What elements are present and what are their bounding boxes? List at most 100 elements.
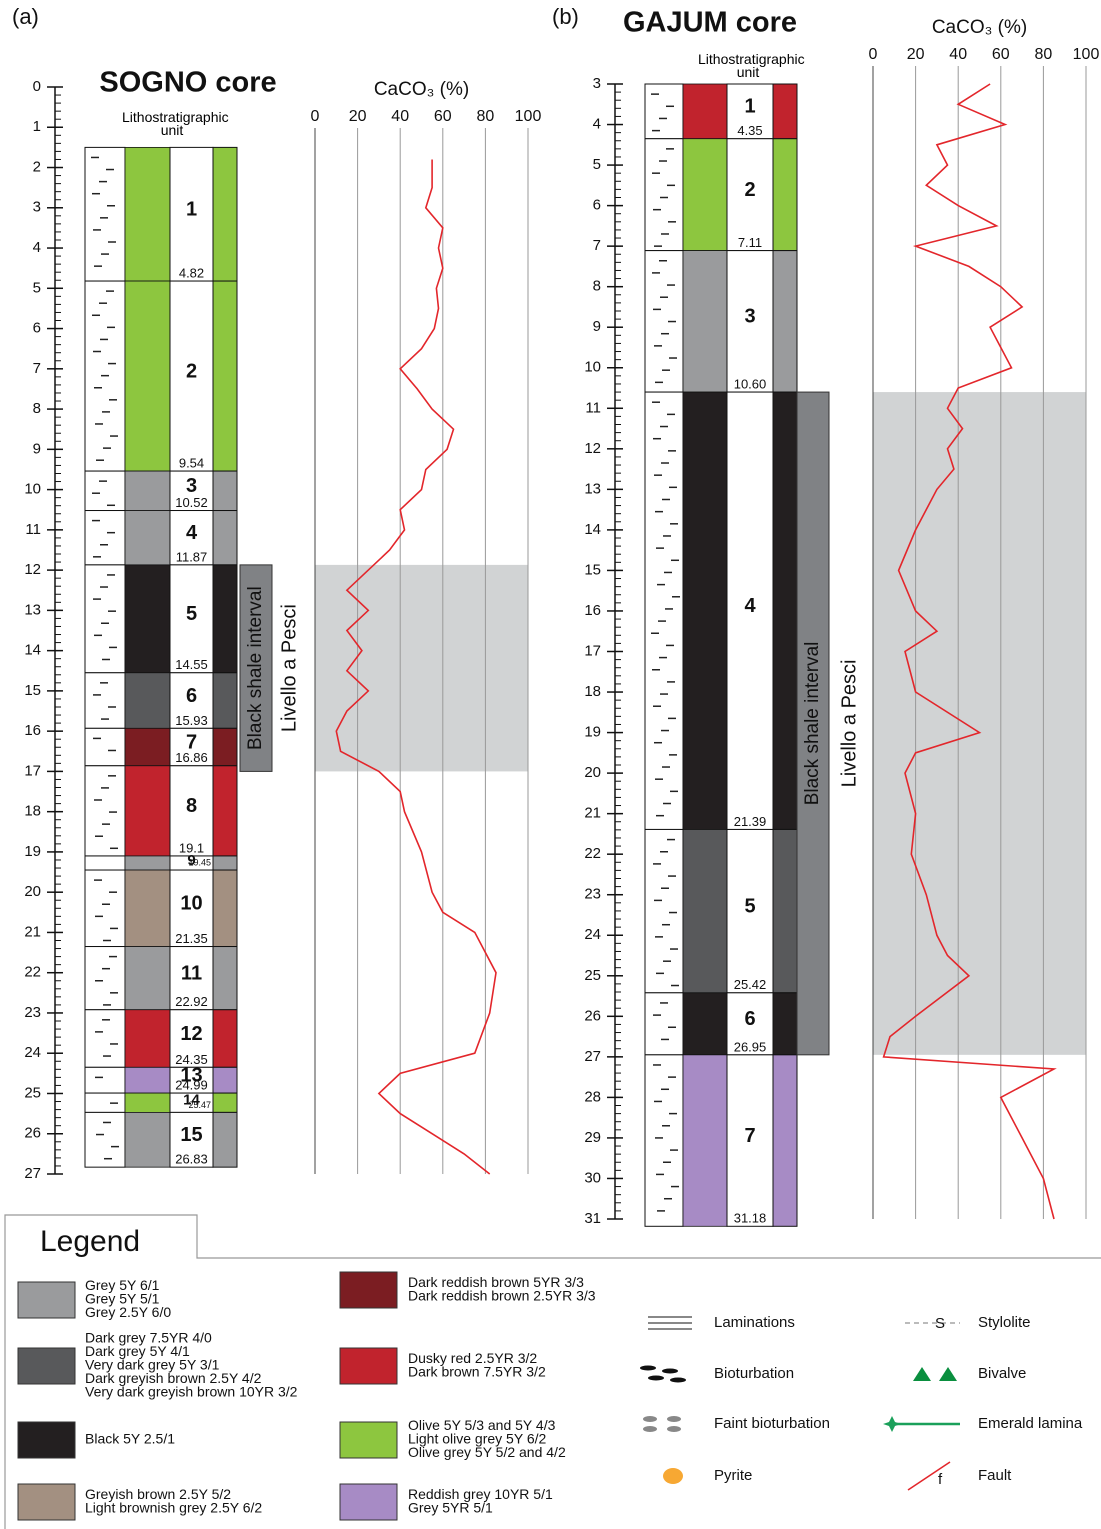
unit-bottom-depth: 26.83 — [175, 1152, 208, 1167]
unit-bottom-depth: 14.55 — [175, 657, 208, 672]
x-tick-label: 100 — [1073, 46, 1100, 63]
unit-cell — [169, 1009, 214, 1068]
unit-strip — [212, 280, 238, 472]
legend-icon — [643, 1426, 657, 1432]
unit-lithology — [84, 869, 126, 948]
unit-bottom-depth: 25.47 — [188, 1100, 211, 1110]
legend-icon — [907, 1461, 951, 1491]
x-tick-label: 80 — [477, 108, 495, 125]
unit-cell — [169, 727, 214, 767]
unit-strip — [772, 828, 798, 994]
unit-cell — [169, 946, 214, 1011]
legend-symbol-label: Fault — [978, 1467, 1012, 1484]
legend-swatch — [339, 1271, 398, 1309]
depth-label: 12 — [24, 561, 41, 578]
x-tick-label: 60 — [992, 46, 1010, 63]
legend-swatch-text: Grey 5Y 5/1 — [85, 1291, 160, 1307]
unit-strip — [772, 391, 798, 830]
legend-swatch-text: Dark reddish brown 2.5YR 3/3 — [408, 1287, 596, 1303]
depth-label: 15 — [584, 561, 601, 578]
x-tick-label: 20 — [349, 108, 367, 125]
x-tick-label: 40 — [949, 46, 967, 63]
unit-name: 2 — [186, 360, 197, 382]
depth-label: 27 — [584, 1048, 601, 1065]
depth-label: 13 — [24, 601, 41, 618]
unit-name: 4 — [744, 595, 756, 617]
unit-colour — [682, 992, 728, 1056]
legend-swatch-text: Very dark grey 5Y 3/1 — [85, 1357, 220, 1373]
black-shale-box — [796, 391, 830, 1056]
unit-colour — [124, 1092, 171, 1113]
x-tick-label: 40 — [391, 108, 409, 125]
unit-name: 1 — [744, 96, 755, 118]
unit-bottom-depth: 11.87 — [176, 549, 208, 564]
depth-label: 4 — [593, 116, 601, 133]
legend-swatch-text: Dark reddish brown 5YR 3/3 — [408, 1274, 584, 1290]
unit-strip — [212, 946, 238, 1011]
legend-swatch-text: Grey 5Y 6/1 — [85, 1277, 160, 1293]
depth-label: 31 — [584, 1210, 601, 1227]
unit-strip — [212, 1092, 238, 1113]
legend-symbol-label: Emerald lamina — [978, 1415, 1083, 1432]
depth-label: 14 — [584, 521, 601, 538]
legend-icon-text: S — [935, 1315, 945, 1332]
unit-name: 10 — [180, 893, 202, 915]
legend-symbol-label: Laminations — [714, 1314, 795, 1331]
unit-lithology — [84, 564, 126, 674]
depth-label: 17 — [584, 642, 601, 659]
unit-strip — [212, 855, 238, 871]
depth-label: 7 — [33, 360, 41, 377]
unit-strip — [772, 83, 798, 140]
unit-colour — [682, 1054, 728, 1227]
unit-header-box: Lithostratigraphic unit — [698, 53, 805, 80]
unit-colour — [124, 855, 171, 871]
unit-strip — [212, 869, 238, 948]
unit-name: 1 — [186, 199, 197, 221]
core-title: GAJUM core — [623, 7, 797, 39]
legend-icon — [662, 1368, 678, 1374]
unit-colour — [682, 829, 728, 994]
legend-icon — [913, 1367, 931, 1381]
depth-label: 18 — [584, 683, 601, 700]
unit-bottom-depth: 7.11 — [738, 235, 762, 250]
livello-label: Livello a Pesci — [278, 604, 300, 732]
legend-icon — [670, 1377, 686, 1383]
legend-swatch-text: Greyish brown 2.5Y 5/2 — [85, 1486, 231, 1502]
chart-title: CaCO₃ (%) — [932, 17, 1027, 38]
depth-label: 30 — [584, 1169, 601, 1186]
unit-colour — [124, 280, 171, 472]
legend-title: Legend — [40, 1225, 140, 1258]
legend-swatch — [339, 1483, 398, 1521]
unit-bottom-depth: 21.35 — [175, 931, 208, 946]
unit-colour — [124, 510, 171, 566]
unit-lithology — [644, 992, 684, 1056]
shaded-interval — [873, 392, 1086, 1055]
legend-swatch — [17, 1347, 76, 1385]
depth-label: 16 — [584, 602, 601, 619]
unit-header: Lithostratigraphic unit — [698, 53, 805, 80]
depth-label: 24 — [24, 1044, 41, 1061]
x-tick-label: 100 — [515, 108, 542, 125]
depth-label: 5 — [593, 156, 601, 173]
depth-label: 29 — [584, 1129, 601, 1146]
legend-symbol-label: Pyrite — [714, 1467, 752, 1484]
legend-swatch-text: Olive 5Y 5/3 and 5Y 4/3 — [408, 1417, 556, 1433]
unit-lithology — [84, 146, 126, 282]
legend-icon — [667, 1416, 681, 1422]
depth-label: 19 — [24, 843, 41, 860]
unit-lithology — [84, 470, 126, 512]
unit-name: 6 — [744, 1008, 755, 1030]
x-tick-label: 60 — [434, 108, 452, 125]
legend-icon — [883, 1416, 901, 1432]
unit-strip — [212, 470, 238, 512]
unit-name: 7 — [744, 1125, 755, 1147]
panel-label: (a) — [12, 4, 39, 29]
unit-name: 5 — [186, 603, 197, 625]
unit-bottom-depth: 24.99 — [175, 1078, 208, 1093]
legend-swatch — [17, 1281, 76, 1319]
depth-label: 22 — [24, 964, 41, 981]
depth-label: 20 — [584, 764, 601, 781]
legend-swatch-text: Dark grey 5Y 4/1 — [85, 1343, 190, 1359]
depth-label: 2 — [33, 158, 41, 175]
unit-colour — [124, 869, 171, 947]
